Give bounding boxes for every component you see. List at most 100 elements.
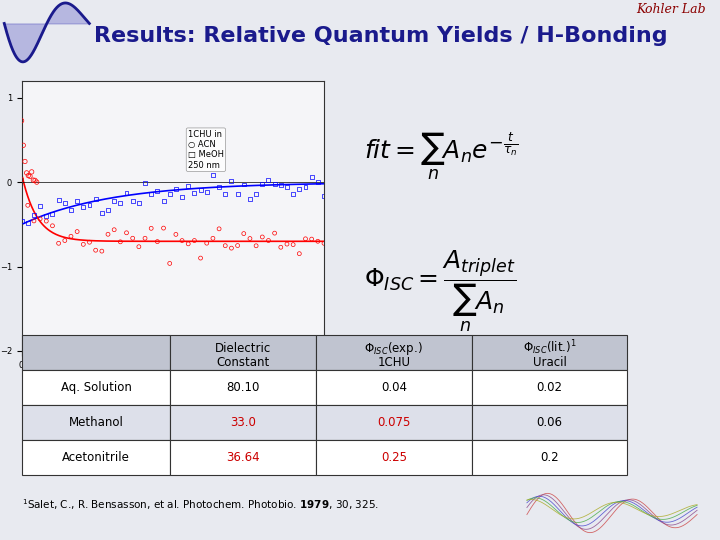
Text: Uracil: Uracil	[533, 356, 567, 369]
Text: Aq. Solution: Aq. Solution	[60, 381, 132, 394]
ACN	[251, 241, 262, 250]
Text: 0.06: 0.06	[536, 416, 562, 429]
Bar	[316, 440, 472, 475]
Text: 0.02: 0.02	[536, 381, 562, 394]
MeOH	[213, 183, 225, 192]
Point	[30, 176, 41, 185]
ACN	[287, 240, 299, 249]
ACN	[282, 240, 293, 248]
MeOH	[232, 190, 243, 199]
ACN	[263, 236, 274, 245]
ACN	[256, 233, 268, 241]
Point	[26, 167, 37, 176]
Point	[21, 168, 32, 177]
MeOH	[90, 195, 102, 204]
MeOH	[170, 185, 181, 193]
MeOH	[294, 185, 305, 193]
MeOH	[269, 179, 280, 188]
Point	[24, 172, 36, 181]
Text: $\Phi_{ISC}$(lit.)$^1$: $\Phi_{ISC}$(lit.)$^1$	[523, 339, 577, 357]
Point	[22, 171, 34, 180]
MeOH	[22, 218, 34, 227]
ACN	[145, 224, 157, 233]
ACN	[312, 237, 323, 246]
Point	[31, 178, 42, 186]
Bar	[22, 335, 171, 370]
MeOH	[152, 187, 163, 195]
MeOH	[318, 191, 330, 200]
Bar	[472, 335, 627, 370]
ACN	[22, 201, 34, 210]
Bar	[22, 405, 171, 440]
ACN	[127, 234, 138, 242]
ACN	[71, 227, 83, 236]
ACN	[318, 239, 330, 248]
ACN	[152, 237, 163, 246]
ACN	[269, 229, 280, 238]
Bar	[472, 405, 627, 440]
ACN	[306, 235, 318, 244]
ACN	[213, 225, 225, 233]
MeOH	[96, 208, 107, 217]
ACN	[189, 236, 200, 245]
MeOH	[16, 217, 27, 225]
MeOH	[201, 187, 212, 196]
MeOH	[238, 180, 250, 189]
ACN	[90, 246, 102, 254]
Bar	[22, 370, 171, 405]
MeOH	[127, 197, 138, 205]
MeOH	[306, 172, 318, 181]
ACN	[182, 240, 194, 248]
Text: Kohler Lab: Kohler Lab	[636, 3, 706, 16]
MeOH	[251, 190, 262, 199]
ACN	[96, 247, 107, 255]
MeOH	[256, 180, 268, 188]
ACN	[66, 232, 77, 241]
MeOH	[71, 197, 83, 206]
ACN	[78, 240, 89, 249]
ACN	[40, 217, 52, 225]
ACN	[16, 175, 27, 184]
ACN	[133, 242, 145, 251]
Bar	[316, 405, 472, 440]
Text: 33.0: 33.0	[230, 416, 256, 429]
Text: Methanol: Methanol	[68, 416, 124, 429]
Text: 0.04: 0.04	[381, 381, 407, 394]
MeOH	[53, 195, 64, 204]
MeOH	[182, 182, 194, 191]
Text: 1CHU: 1CHU	[377, 356, 410, 369]
MeOH	[275, 181, 287, 190]
MeOH	[189, 188, 200, 197]
ACN	[35, 214, 46, 223]
MeOH	[164, 190, 176, 199]
MeOH	[207, 171, 219, 179]
MeOH	[133, 199, 145, 208]
ACN	[59, 236, 71, 245]
MeOH	[28, 211, 40, 219]
Text: 1CHU in
○ ACN
□ MeOH
250 nm: 1CHU in ○ ACN □ MeOH 250 nm	[188, 130, 224, 170]
Bar	[171, 405, 316, 440]
Text: $\Phi_{ISC} = \dfrac{A_{triplet}}{\sum_n A_n}$: $\Phi_{ISC} = \dfrac{A_{triplet}}{\sum_n…	[364, 248, 516, 333]
Point	[17, 141, 29, 150]
Text: $^1$Salet, C., R. Bensasson, et al. Photochem. Photobio. $\bf{1979}$, $\it{30}$,: $^1$Salet, C., R. Bensasson, et al. Phot…	[22, 497, 379, 511]
MeOH	[287, 190, 299, 199]
MeOH	[145, 190, 157, 198]
Point	[16, 117, 27, 125]
MeOH	[263, 176, 274, 184]
ACN	[244, 234, 256, 243]
Text: $fit = \sum_n A_n e^{-\frac{t}{\tau_n}}$: $fit = \sum_n A_n e^{-\frac{t}{\tau_n}}$	[364, 130, 518, 181]
MeOH	[40, 212, 52, 220]
Bar	[22, 440, 171, 475]
ACN	[238, 230, 250, 238]
MeOH	[220, 190, 231, 198]
MeOH	[121, 189, 132, 198]
Text: 0.2: 0.2	[540, 451, 559, 464]
Text: 0.075: 0.075	[377, 416, 410, 429]
Bar	[472, 370, 627, 405]
ACN	[28, 217, 40, 225]
Text: Dielectric: Dielectric	[215, 342, 271, 355]
MeOH	[225, 177, 237, 185]
MeOH	[66, 206, 77, 214]
ACN	[195, 254, 207, 262]
ACN	[114, 238, 126, 246]
